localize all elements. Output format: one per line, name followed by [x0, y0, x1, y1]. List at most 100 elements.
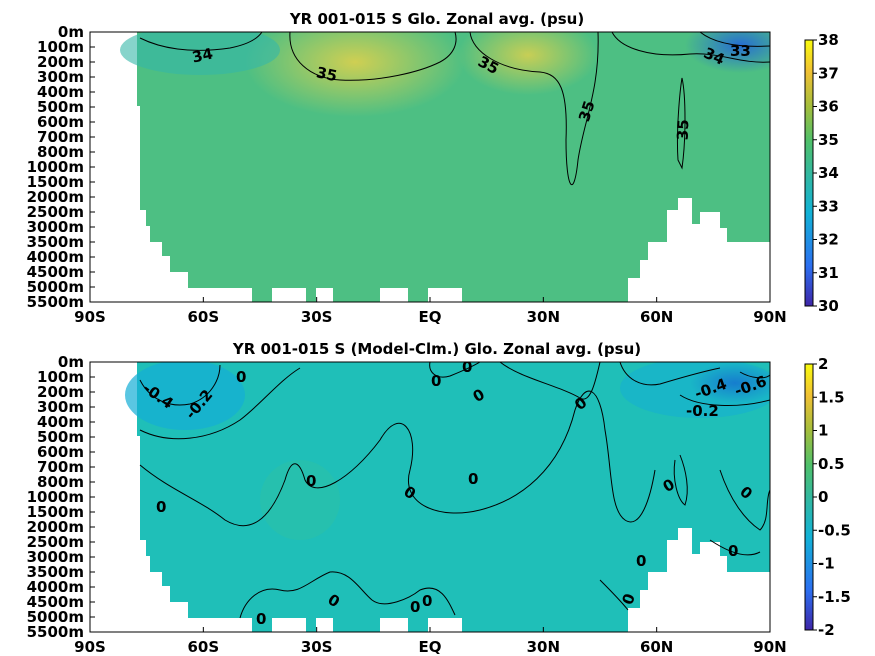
- y-tick-label: 3000m: [27, 218, 84, 236]
- colorbar-tick-label: 35: [818, 131, 839, 149]
- panel-1-contour-34-south: [139, 32, 263, 51]
- y-tick-label: 4000m: [27, 248, 84, 266]
- colorbar-tick-label: 38: [818, 31, 839, 49]
- y-tick-label: 1500m: [27, 173, 84, 191]
- y-tick-label: 0m: [58, 23, 84, 41]
- panel-2-contour: [499, 362, 601, 400]
- panel-2-contour: [139, 364, 221, 406]
- y-tick-label: 1000m: [27, 488, 84, 506]
- panel-2-title: YR 001-015 S (Model-Clm.) Glo. Zonal avg…: [232, 340, 641, 358]
- panel-2-anomaly-south: [125, 362, 245, 430]
- y-tick-label: 100m: [37, 38, 84, 56]
- panel-1-fresh-southern: [120, 32, 280, 75]
- y-tick-label: 500m: [37, 98, 84, 116]
- y-tick-label: 200m: [37, 383, 84, 401]
- colorbar-tick-label: 34: [818, 164, 839, 182]
- contour-label: 0: [462, 358, 472, 376]
- panel-1-salty-core-north: [458, 32, 598, 95]
- panel-2-contour: [673, 454, 688, 506]
- colorbar-tick-label: 31: [818, 264, 839, 282]
- colorbar-tick-label: 0.5: [818, 455, 845, 473]
- y-tick-label: 3000m: [27, 548, 84, 566]
- panel-1-colorbar-ticks: 38 37 36 35 34 33 32 31 30: [813, 31, 839, 315]
- colorbar-tick-label: 1.5: [818, 388, 845, 406]
- panel-2-y-ticks: 0m100m200m300m400m500m600m700m800m1000m1…: [27, 353, 95, 641]
- panel-2: YR 001-015 S (Model-Clm.) Glo. Zonal avg…: [27, 340, 851, 656]
- panel-1: YR 001-015 S Glo. Zonal avg. (psu) 34 35…: [27, 10, 839, 326]
- panel-2-contour: [139, 390, 656, 527]
- contour-label: -0.2: [686, 402, 719, 420]
- colorbar-tick-label: 2: [818, 355, 828, 373]
- panel-1-contour-35-arctic-ridge: [676, 77, 686, 170]
- contour-label: 0: [431, 372, 441, 390]
- panel-2-contour: [619, 362, 721, 386]
- y-tick-label: 4500m: [27, 593, 84, 611]
- panel-2-contour: [719, 469, 770, 531]
- panel-1-field: 34 35 35 35 35 34 33: [90, 32, 770, 302]
- panel-2-contour: [239, 571, 456, 619]
- y-tick-label: 600m: [37, 443, 84, 461]
- y-tick-label: 400m: [37, 413, 84, 431]
- y-tick-label: 700m: [37, 458, 84, 476]
- contour-label: 35: [315, 63, 339, 85]
- x-tick-label: EQ: [419, 308, 442, 326]
- colorbar-tick-label: 1: [818, 422, 828, 440]
- panel-2-anomaly-positive: [260, 460, 340, 540]
- panel-2-anomaly-arctic-halo: [620, 362, 770, 418]
- y-tick-label: 300m: [37, 68, 84, 86]
- colorbar-tick-label: 33: [818, 197, 839, 215]
- y-tick-label: 300m: [37, 398, 84, 416]
- panel-1-contour-34-north: [611, 32, 770, 63]
- y-tick-label: 1000m: [27, 158, 84, 176]
- y-tick-label: 5000m: [27, 278, 84, 296]
- contour-label: 0: [256, 610, 266, 628]
- contour-label: 0: [156, 498, 166, 516]
- contour-label: 0: [236, 368, 246, 386]
- panel-1-contour-35-south: [289, 32, 457, 81]
- panel-1-contour-35-north: [469, 32, 599, 185]
- contour-label: 0: [422, 592, 432, 610]
- colorbar-tick-label: 30: [818, 297, 839, 315]
- panel-1-salty-core-south: [245, 32, 465, 117]
- y-tick-label: 600m: [37, 113, 84, 131]
- x-tick-label: 90S: [74, 308, 106, 326]
- panel-1-colorbar: [804, 39, 814, 307]
- colorbar-tick-label: 32: [818, 231, 839, 249]
- panel-1-y-ticks: 0m100m200m300m400m500m600m700m800m1000m1…: [27, 23, 95, 311]
- panel-2-field: -0.4 -0.2 0 0 0 0 0 0 0 0 0 0 0 0 0 0 0 …: [90, 358, 770, 632]
- colorbar-tick-label: -0.5: [818, 521, 851, 539]
- colorbar-tick-label: -1.5: [818, 588, 851, 606]
- contour-label: 0: [728, 542, 738, 560]
- y-tick-label: 800m: [37, 143, 84, 161]
- y-tick-label: 5000m: [27, 608, 84, 626]
- y-tick-label: 3500m: [27, 563, 84, 581]
- x-tick-label: 30N: [527, 638, 560, 656]
- contour-label: 0: [306, 472, 316, 490]
- contour-label: 0: [636, 552, 646, 570]
- colorbar-tick-label: 0: [818, 488, 828, 506]
- y-tick-label: 4500m: [27, 263, 84, 281]
- panel-2-colorbar: [804, 363, 814, 631]
- y-tick-label: 2000m: [27, 518, 84, 536]
- y-tick-label: 400m: [37, 83, 84, 101]
- x-tick-label: EQ: [419, 638, 442, 656]
- y-tick-label: 1500m: [27, 503, 84, 521]
- y-tick-label: 2500m: [27, 533, 84, 551]
- colorbar-tick-label: 36: [818, 98, 839, 116]
- panel-1-fresh-arctic: [685, 32, 770, 73]
- y-tick-label: 500m: [37, 428, 84, 446]
- y-tick-label: 700m: [37, 128, 84, 146]
- x-tick-label: 30N: [527, 308, 560, 326]
- contour-label: 35: [575, 98, 599, 123]
- contour-label: 0: [410, 598, 420, 616]
- panel-2-contour: [709, 539, 761, 556]
- panel-1-title: YR 001-015 S Glo. Zonal avg. (psu): [289, 10, 584, 28]
- x-tick-label: 30S: [301, 308, 333, 326]
- panel-2-contour: [599, 579, 629, 611]
- contour-label: 33: [730, 42, 751, 60]
- y-tick-label: 3500m: [27, 233, 84, 251]
- x-tick-label: 90N: [753, 308, 786, 326]
- x-tick-label: 60S: [187, 308, 219, 326]
- y-tick-label: 5500m: [27, 623, 84, 641]
- panel-1-x-ticks: 90S 60S 30S EQ 30N 60N 90N: [74, 297, 787, 326]
